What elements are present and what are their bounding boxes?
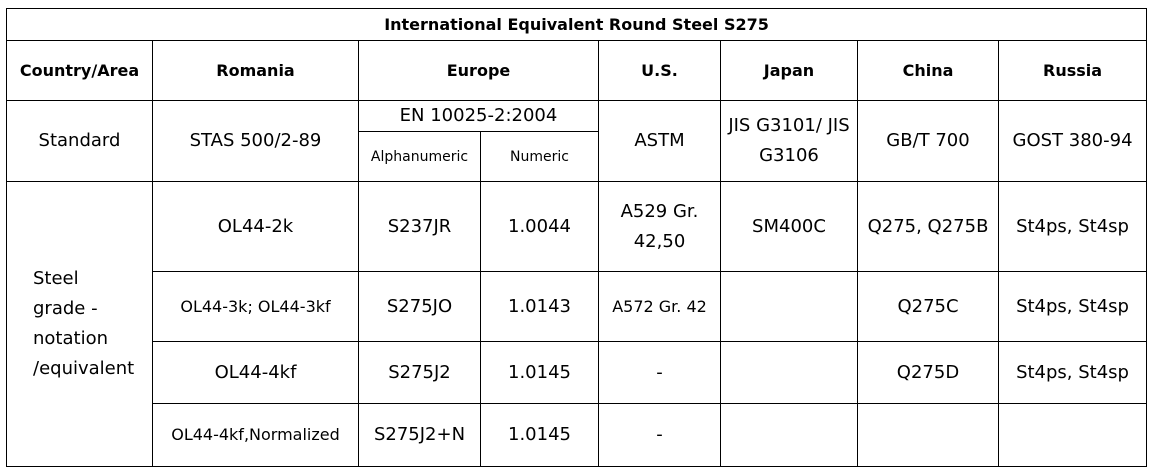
header-cell: Romania (152, 40, 359, 101)
cell: OL44-4kf,Normalized (152, 403, 359, 467)
cell: GB/T 700 (857, 100, 999, 182)
cell: ASTM (598, 100, 721, 182)
cell: OL44-4kf (152, 341, 359, 404)
cell: A572 Gr. 42 (598, 271, 721, 342)
cell: STAS 500/2-89 (152, 100, 359, 182)
cell: OL44-2k (152, 181, 359, 272)
header-cell: China (857, 40, 999, 101)
cell: S275JO (358, 271, 481, 342)
cell: 1.0143 (480, 271, 599, 342)
header-cell: Country/Area (6, 40, 153, 101)
header-cell: U.S. (598, 40, 721, 101)
cell: St4ps, St4sp (997, 181, 1148, 272)
cell: Q275C (857, 271, 999, 342)
sub-header: Alphanumeric (358, 131, 481, 182)
cell: St4ps, St4sp (997, 341, 1148, 404)
row-label: Steel grade - notation /equivalent (6, 181, 153, 467)
cell (720, 341, 858, 404)
cell (997, 403, 1148, 467)
row-label: Standard (6, 100, 153, 182)
title: International Equivalent Round Steel S27… (5, 8, 1148, 41)
cell: Q275, Q275B (857, 181, 999, 272)
cell: GOST 380-94 (997, 100, 1148, 182)
header-cell: Japan (720, 40, 858, 101)
cell: S275J2+N (358, 403, 481, 467)
cell: A529 Gr. 42,50 (598, 181, 721, 272)
cell: - (598, 341, 721, 404)
cell (720, 403, 858, 467)
cell: OL44-3k; OL44-3kf (152, 271, 359, 342)
cell (857, 403, 999, 467)
cell: St4ps, St4sp (997, 271, 1148, 342)
header-cell: Europe (358, 40, 599, 101)
cell: EN 10025-2:2004 (358, 100, 599, 132)
cell: S237JR (358, 181, 481, 272)
cell: SM400C (720, 181, 858, 272)
cell: - (598, 403, 721, 467)
cell: Q275D (857, 341, 999, 404)
cell: 1.0145 (480, 341, 599, 404)
cell: JIS G3101/ JIS G3106 (720, 100, 858, 182)
cell: 1.0044 (480, 181, 599, 272)
cell: S275J2 (358, 341, 481, 404)
cell: 1.0145 (480, 403, 599, 467)
steel-table: International Equivalent Round Steel S27… (5, 8, 1148, 467)
sub-header: Numeric (480, 131, 599, 182)
header-cell: Russia (997, 40, 1148, 101)
cell (720, 271, 858, 342)
